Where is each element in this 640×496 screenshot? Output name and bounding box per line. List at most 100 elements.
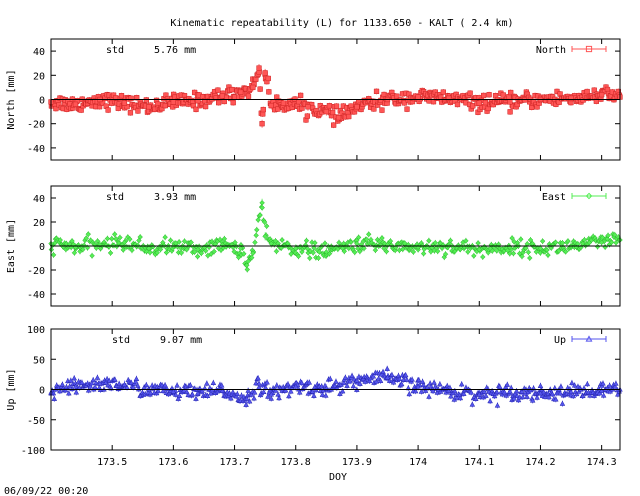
up-data-point xyxy=(251,395,257,401)
north-data-point xyxy=(305,104,311,110)
east-data-point xyxy=(71,250,78,256)
north-data-point xyxy=(229,86,235,93)
north-data-point xyxy=(268,102,274,109)
east-data-point xyxy=(254,227,260,233)
east-data-point xyxy=(434,248,441,254)
east-data-point xyxy=(310,249,316,256)
east-data-point xyxy=(295,253,302,260)
up-data-point xyxy=(390,379,397,385)
east-data-point xyxy=(178,250,185,256)
east-data-points xyxy=(48,198,623,273)
east-data-point xyxy=(162,234,168,240)
up-data-point xyxy=(306,379,313,385)
east-data-point xyxy=(157,246,164,253)
north-data-point xyxy=(216,100,222,106)
up-data-point xyxy=(344,382,350,388)
east-data-point xyxy=(315,255,322,261)
up-data-point xyxy=(94,374,101,380)
up-data-point xyxy=(437,381,443,387)
up-data-point xyxy=(71,375,78,381)
east-y-tick-label: 0 xyxy=(39,242,45,253)
up-data-point xyxy=(584,381,591,387)
up-data-point xyxy=(472,395,479,401)
up-y-tick-label: 100 xyxy=(27,325,45,336)
up-data-point xyxy=(342,374,349,380)
up-data-point xyxy=(273,382,280,388)
north-data-point xyxy=(371,106,377,112)
east-data-point xyxy=(372,247,379,253)
east-data-point xyxy=(379,235,385,241)
east-data-point xyxy=(259,204,265,211)
up-data-point xyxy=(451,388,458,394)
up-data-point xyxy=(573,391,580,397)
north-data-point xyxy=(507,99,513,105)
east-data-point xyxy=(117,234,123,241)
up-data-point xyxy=(272,387,279,393)
up-data-point xyxy=(460,390,467,396)
east-data-point xyxy=(518,236,524,243)
north-data-point xyxy=(467,90,473,96)
north-y-tick-label: 20 xyxy=(33,71,45,82)
up-data-point xyxy=(311,392,317,398)
east-panel: -40 -20 0 20 40 East [mm] std 3.93 mm East xyxy=(6,185,623,307)
east-data-point xyxy=(341,248,348,254)
up-data-point xyxy=(337,390,343,396)
up-data-point xyxy=(384,365,391,371)
up-data-point xyxy=(268,391,275,397)
east-data-point xyxy=(361,245,367,252)
up-data-point xyxy=(558,383,564,389)
up-data-point xyxy=(260,388,267,394)
east-data-point xyxy=(273,248,280,255)
up-data-point xyxy=(234,390,241,397)
east-data-point xyxy=(292,245,299,252)
east-data-point xyxy=(261,219,268,225)
east-data-point xyxy=(485,249,491,256)
up-data-point xyxy=(243,401,249,407)
east-data-point xyxy=(377,242,384,248)
east-data-point xyxy=(244,266,251,273)
north-data-point xyxy=(373,88,380,95)
up-data-point xyxy=(57,388,63,394)
north-data-point xyxy=(481,92,487,99)
east-data-point xyxy=(167,237,174,244)
up-data-points xyxy=(48,365,623,409)
east-data-point xyxy=(608,239,615,246)
east-data-point xyxy=(346,245,352,252)
east-data-point xyxy=(494,247,500,254)
east-data-point xyxy=(50,252,57,258)
east-legend-label: East xyxy=(542,192,566,203)
up-legend-symbol xyxy=(585,335,593,342)
up-data-point xyxy=(409,376,415,382)
east-data-point xyxy=(465,249,471,255)
x-tick-label: 173.9 xyxy=(342,457,372,468)
north-x-ticks xyxy=(111,39,603,160)
up-data-point xyxy=(116,380,123,386)
up-data-point xyxy=(406,391,413,397)
up-data-point xyxy=(613,380,619,386)
east-data-point xyxy=(83,235,89,242)
up-data-point xyxy=(90,377,97,383)
north-data-point xyxy=(482,99,489,106)
north-legend-label: North xyxy=(536,45,566,56)
up-data-point xyxy=(559,400,566,406)
east-data-point xyxy=(539,238,546,244)
north-data-point xyxy=(127,110,134,116)
up-y-tick-label: -50 xyxy=(27,416,45,427)
up-data-point xyxy=(228,395,234,401)
up-data-point xyxy=(350,383,357,389)
east-data-point xyxy=(509,235,515,241)
east-data-point xyxy=(259,200,265,206)
up-data-point xyxy=(255,375,261,381)
up-data-point xyxy=(389,371,395,377)
north-data-point xyxy=(215,87,221,93)
east-data-point xyxy=(447,237,454,244)
up-data-point xyxy=(51,395,58,401)
up-data-point xyxy=(132,378,139,384)
up-data-point xyxy=(612,383,618,389)
east-data-point xyxy=(176,239,182,245)
east-data-point xyxy=(383,248,390,255)
east-data-point xyxy=(81,242,87,249)
east-data-point xyxy=(252,239,258,246)
up-data-point xyxy=(600,392,607,398)
